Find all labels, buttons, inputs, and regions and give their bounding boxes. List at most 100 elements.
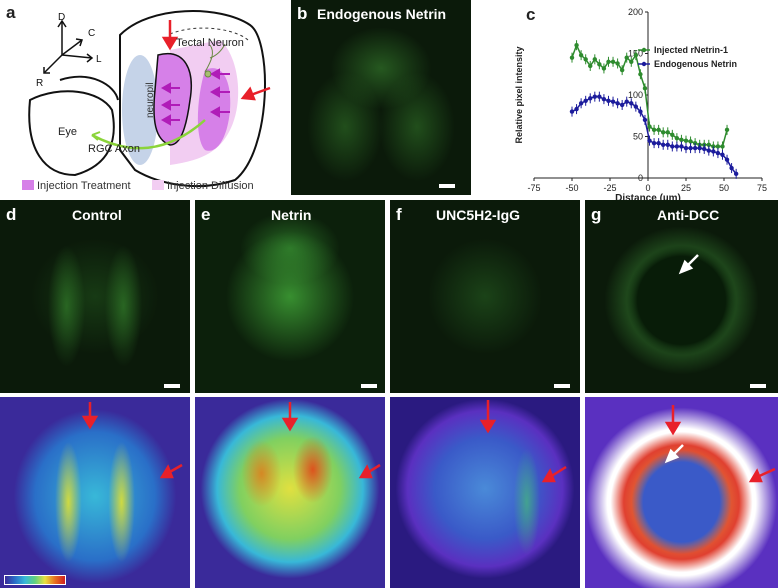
- data-point: [601, 66, 607, 71]
- data-point: [574, 106, 579, 112]
- data-point: [569, 109, 575, 114]
- scale-bar: [164, 384, 180, 388]
- data-point: [683, 145, 689, 151]
- data-point: [670, 144, 675, 149]
- data-point: [597, 94, 602, 99]
- panel-c: c -75-50-250255075050100150200Distance (…: [474, 0, 778, 200]
- scale-bar: [361, 384, 377, 388]
- panel-d-title: Control: [72, 207, 122, 223]
- panel-b-label: b: [297, 4, 308, 23]
- panel-a-label: a: [6, 3, 16, 22]
- legend-treatment-swatch: [22, 180, 34, 190]
- y-tick-label: 100: [628, 90, 643, 100]
- neuropil-label: neuropil: [145, 82, 156, 118]
- data-point: [606, 59, 611, 64]
- data-point: [679, 144, 684, 149]
- x-tick-label: 0: [645, 183, 650, 193]
- injection-arrows: [161, 20, 271, 101]
- injection-treatment-area-2: [197, 68, 231, 151]
- legend-label: Endogenous Netrin: [654, 59, 737, 69]
- data-point: [588, 96, 593, 101]
- panel-g-label: g: [591, 205, 602, 224]
- data-point: [629, 59, 634, 64]
- panel-f-label: f: [396, 205, 402, 224]
- panel-a: a D C L R neuropil: [0, 0, 290, 195]
- axis-d-label: D: [58, 12, 65, 23]
- legend-diffusion-label: Injection Diffusion: [167, 180, 254, 192]
- series-line: [571, 95, 737, 175]
- scale-bar: [750, 384, 766, 388]
- panel-g-image: g Anti-DCC: [585, 200, 778, 393]
- panel-c-label: c: [526, 5, 536, 24]
- data-point: [615, 101, 620, 106]
- data-point: [592, 94, 597, 99]
- data-point: [679, 137, 684, 143]
- y-tick-label: 0: [638, 173, 643, 183]
- data-point: [624, 99, 629, 104]
- data-point: [688, 139, 693, 144]
- data-point: [697, 145, 702, 151]
- axis-r-label: R: [36, 78, 43, 89]
- legend-label: Injected rNetrin-1: [654, 45, 728, 55]
- data-point: [720, 144, 725, 149]
- data-point: [592, 57, 597, 62]
- data-point: [583, 57, 588, 62]
- red-arrow-icon: [281, 402, 381, 479]
- data-point: [724, 127, 730, 133]
- data-point: [715, 144, 721, 149]
- panel-e-label: e: [201, 205, 211, 224]
- data-point: [610, 99, 616, 104]
- data-point: [578, 101, 584, 106]
- data-point: [578, 52, 584, 58]
- data-point: [688, 145, 693, 151]
- x-tick-label: -75: [527, 183, 540, 193]
- rgc-axon-line: [91, 119, 206, 150]
- tectal-neuron-label: Tectal Neuron: [176, 37, 244, 49]
- panel-g-heatmap: [585, 397, 778, 588]
- data-point: [729, 165, 734, 171]
- data-point: [583, 98, 588, 104]
- injection-treatment-area: [153, 53, 192, 146]
- scale-bar: [554, 384, 570, 388]
- data-point: [706, 148, 711, 153]
- data-point: [606, 98, 611, 104]
- data-point: [619, 67, 625, 73]
- legend-diffusion-swatch: [152, 180, 164, 190]
- data-point: [651, 140, 657, 146]
- white-arrow-icon: [664, 444, 684, 464]
- data-point: [619, 102, 625, 108]
- data-point: [569, 55, 575, 60]
- schematic-diagram: D C L R neuropil: [22, 10, 271, 192]
- data-point: [661, 142, 666, 147]
- panel-d-image: d Control: [0, 200, 190, 393]
- data-point: [610, 59, 616, 64]
- red-arrow-icon: [81, 402, 183, 479]
- data-point: [601, 96, 607, 102]
- heatmap-scale-bar: [4, 575, 66, 585]
- data-point: [638, 72, 643, 77]
- data-point: [642, 86, 648, 91]
- legend-marker: [641, 61, 647, 67]
- data-point: [692, 145, 698, 151]
- data-point: [720, 152, 725, 157]
- white-arrow-icon: [678, 254, 699, 275]
- data-point: [715, 150, 721, 156]
- data-point: [665, 130, 670, 135]
- axis-l-label: L: [96, 54, 102, 65]
- data-point: [633, 52, 639, 58]
- panel-f-heatmap: [390, 397, 580, 588]
- data-point: [674, 135, 680, 141]
- x-axis-label: Distance (µm): [615, 193, 681, 200]
- x-tick-label: 25: [681, 183, 691, 193]
- data-point: [633, 104, 639, 109]
- data-point: [651, 127, 657, 133]
- data-point: [647, 124, 652, 129]
- panel-d-heatmap: [0, 397, 190, 588]
- neuropil-shape: [122, 55, 158, 165]
- red-arrow-icon: [664, 405, 776, 483]
- red-arrow-icon: [479, 400, 567, 483]
- data-point: [665, 142, 670, 147]
- y-axis-label: Relative pixel intensity: [514, 46, 524, 143]
- y-tick-label: 200: [628, 7, 643, 17]
- data-point: [597, 62, 602, 67]
